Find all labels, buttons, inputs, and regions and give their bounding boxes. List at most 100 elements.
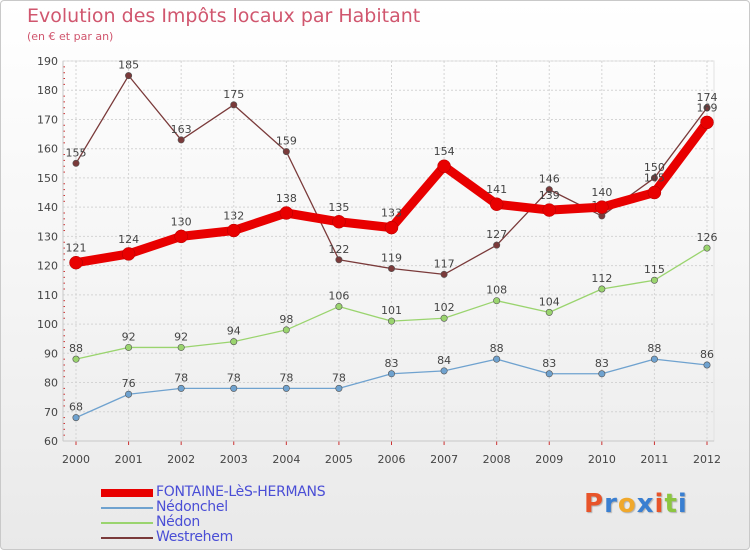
data-point	[598, 285, 606, 293]
data-label: 185	[118, 59, 139, 72]
data-point	[72, 414, 80, 422]
data-label: 145	[644, 172, 665, 185]
data-point	[545, 308, 553, 316]
x-tick-label: 2002	[167, 453, 195, 466]
data-label: 83	[385, 357, 399, 370]
legend-swatch	[101, 537, 153, 539]
data-point	[125, 343, 133, 351]
data-point	[125, 390, 133, 398]
data-point	[387, 265, 395, 273]
proxiti-logo: Proxiti	[584, 489, 688, 519]
data-point	[227, 223, 241, 238]
data-label: 138	[276, 192, 297, 205]
data-point	[384, 220, 399, 235]
data-label: 86	[700, 348, 714, 361]
data-point	[177, 343, 185, 351]
data-point	[489, 197, 504, 211]
data-point	[177, 384, 185, 392]
x-tick-label: 2012	[693, 453, 721, 466]
data-point	[387, 370, 395, 378]
x-tick-label: 2011	[640, 453, 668, 466]
data-label: 124	[118, 233, 139, 246]
data-label: 88	[647, 342, 661, 355]
data-label: 101	[381, 304, 402, 317]
data-label: 92	[122, 330, 136, 343]
logo-letter: r	[604, 489, 618, 519]
data-point	[493, 355, 501, 363]
data-point	[545, 370, 553, 378]
data-point	[440, 314, 448, 322]
y-tick-label: 140	[37, 201, 58, 214]
data-label: 175	[223, 88, 244, 101]
data-point	[493, 297, 501, 305]
data-point	[69, 255, 83, 270]
y-tick-label: 170	[37, 113, 58, 126]
y-tick-label: 120	[37, 260, 58, 273]
data-label: 163	[171, 123, 192, 136]
data-label: 150	[644, 161, 665, 174]
legend-swatch	[101, 489, 153, 497]
legend-label: Nédon	[156, 514, 200, 530]
data-label: 98	[279, 313, 293, 326]
data-label: 108	[486, 284, 507, 297]
data-point	[230, 384, 238, 392]
data-label: 78	[227, 371, 241, 384]
chart-title: Evolution des Impôts locaux par Habitant	[27, 5, 421, 27]
data-label: 169	[697, 101, 718, 114]
data-point	[174, 229, 188, 244]
y-tick-label: 180	[37, 84, 58, 97]
data-point	[440, 270, 448, 278]
data-point	[335, 256, 343, 264]
data-point	[703, 244, 711, 252]
y-tick-label: 190	[37, 55, 58, 68]
data-point	[230, 338, 238, 346]
y-tick-label: 110	[37, 289, 58, 302]
data-label: 140	[591, 186, 612, 199]
data-label: 133	[381, 207, 402, 220]
data-point	[121, 247, 136, 261]
data-point	[282, 326, 290, 334]
data-point	[700, 115, 714, 130]
data-point	[703, 104, 711, 112]
logo-letter: i	[677, 489, 688, 519]
data-point	[335, 384, 343, 392]
data-point	[335, 303, 343, 311]
y-tick-label: 80	[44, 377, 58, 390]
data-point	[650, 276, 658, 284]
x-tick-label: 2008	[483, 453, 511, 466]
data-label: 122	[328, 243, 349, 256]
x-tick-label: 2003	[220, 453, 248, 466]
x-tick-label: 2006	[378, 453, 406, 466]
data-label: 115	[644, 263, 665, 276]
data-label: 68	[69, 401, 83, 414]
y-tick-label: 150	[37, 172, 58, 185]
data-label: 104	[539, 295, 560, 308]
x-tick-label: 2007	[430, 453, 458, 466]
data-label: 117	[434, 257, 455, 270]
data-point	[493, 241, 501, 249]
data-point	[545, 186, 553, 194]
data-label: 141	[486, 183, 507, 196]
data-label: 155	[66, 146, 87, 159]
data-label: 84	[437, 354, 451, 367]
data-label: 83	[595, 357, 609, 370]
data-point	[542, 203, 556, 217]
legend-label: FONTAINE-LèS-HERMANS	[156, 484, 326, 500]
logo-letter: x	[636, 489, 655, 519]
data-label: 78	[332, 371, 346, 384]
x-tick-label: 2005	[325, 453, 353, 466]
data-point	[598, 370, 606, 378]
data-point	[125, 72, 133, 80]
data-label: 135	[328, 201, 349, 214]
data-label: 130	[171, 215, 192, 228]
legend-label: Nédonchel	[156, 499, 228, 515]
legend-swatch	[101, 507, 153, 509]
data-point	[437, 159, 451, 173]
data-point	[282, 384, 290, 392]
data-label: 83	[542, 357, 556, 370]
x-tick-label: 2001	[115, 453, 143, 466]
data-label: 78	[279, 371, 293, 384]
x-tick-label: 2000	[62, 453, 90, 466]
data-label: 119	[381, 252, 402, 265]
